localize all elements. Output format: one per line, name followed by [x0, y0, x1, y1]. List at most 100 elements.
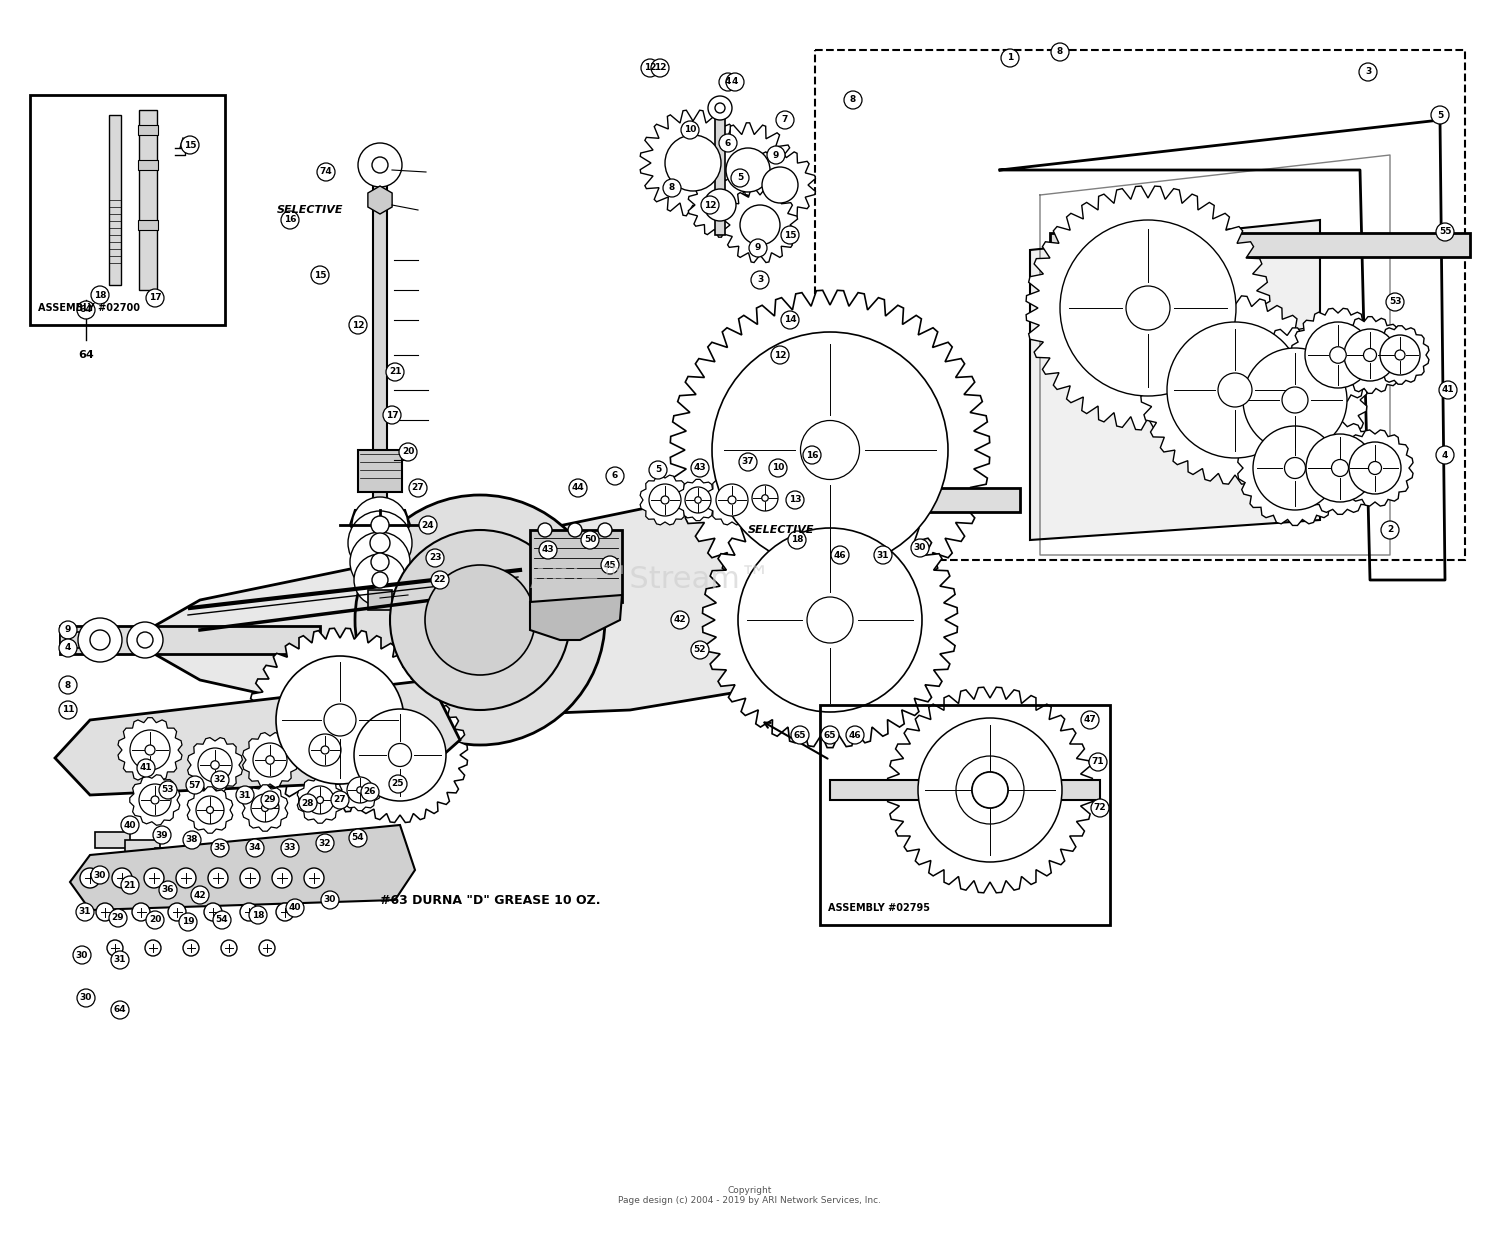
Circle shape: [770, 459, 788, 477]
Circle shape: [670, 611, 688, 629]
Text: 28: 28: [302, 799, 315, 808]
Text: 65: 65: [794, 730, 807, 740]
Circle shape: [130, 730, 170, 769]
Bar: [138, 161, 158, 170]
Text: 27: 27: [411, 483, 424, 493]
Text: 22: 22: [433, 576, 447, 584]
Circle shape: [372, 572, 388, 588]
Circle shape: [146, 289, 164, 308]
Circle shape: [1284, 457, 1305, 478]
Bar: [138, 125, 158, 135]
Text: 14: 14: [783, 315, 796, 325]
Circle shape: [790, 726, 808, 743]
Circle shape: [382, 406, 400, 424]
Circle shape: [74, 946, 92, 965]
Circle shape: [146, 911, 164, 929]
Circle shape: [782, 311, 800, 329]
Polygon shape: [1336, 430, 1413, 506]
Circle shape: [182, 136, 200, 154]
Circle shape: [316, 797, 324, 804]
Polygon shape: [702, 122, 795, 217]
Text: 54: 54: [351, 834, 364, 842]
Text: 47: 47: [1083, 715, 1096, 725]
Text: 38: 38: [186, 836, 198, 845]
Text: 34: 34: [249, 844, 261, 852]
Circle shape: [352, 496, 408, 553]
Circle shape: [190, 885, 208, 904]
Circle shape: [159, 881, 177, 899]
Polygon shape: [1332, 316, 1408, 393]
Bar: [815, 49, 1466, 559]
Polygon shape: [1030, 220, 1320, 540]
Text: 17: 17: [386, 410, 399, 420]
Polygon shape: [188, 737, 243, 793]
Circle shape: [211, 839, 230, 857]
Polygon shape: [300, 725, 350, 776]
Circle shape: [357, 787, 363, 793]
Bar: [821, 705, 1110, 925]
Text: 17: 17: [148, 294, 162, 303]
Circle shape: [370, 534, 390, 553]
Polygon shape: [670, 290, 990, 610]
Text: 72: 72: [1094, 804, 1107, 813]
Circle shape: [776, 111, 794, 128]
Circle shape: [771, 346, 789, 364]
Circle shape: [251, 794, 279, 823]
Text: 15: 15: [314, 270, 327, 279]
Text: 15: 15: [183, 141, 196, 149]
Circle shape: [183, 940, 200, 956]
Circle shape: [261, 790, 279, 809]
Circle shape: [718, 73, 736, 91]
Circle shape: [410, 479, 428, 496]
Polygon shape: [938, 737, 1042, 842]
Circle shape: [111, 951, 129, 969]
Circle shape: [730, 169, 748, 186]
Circle shape: [568, 479, 586, 496]
Circle shape: [801, 420, 859, 479]
Circle shape: [419, 516, 436, 534]
Text: 57: 57: [189, 781, 201, 789]
Circle shape: [424, 564, 536, 676]
Circle shape: [146, 940, 160, 956]
Circle shape: [198, 748, 232, 782]
Polygon shape: [1238, 410, 1352, 525]
Circle shape: [918, 718, 1062, 862]
Circle shape: [144, 868, 164, 888]
Circle shape: [712, 332, 948, 568]
Circle shape: [1436, 224, 1454, 241]
Text: 8: 8: [850, 95, 856, 105]
Polygon shape: [702, 493, 957, 747]
Text: 32: 32: [318, 839, 332, 847]
Circle shape: [280, 839, 298, 857]
Circle shape: [316, 834, 334, 852]
Circle shape: [356, 495, 604, 745]
Text: 19: 19: [182, 918, 195, 926]
Text: 13: 13: [789, 495, 801, 505]
Text: 18: 18: [790, 536, 804, 545]
Circle shape: [211, 771, 230, 789]
Bar: [138, 220, 158, 230]
Polygon shape: [1371, 326, 1430, 384]
Circle shape: [606, 467, 624, 485]
Circle shape: [370, 553, 388, 571]
Text: 54: 54: [216, 915, 228, 925]
Circle shape: [1167, 322, 1304, 458]
Circle shape: [136, 632, 153, 648]
Circle shape: [321, 890, 339, 909]
Circle shape: [662, 496, 669, 504]
Text: 9: 9: [64, 625, 70, 635]
Circle shape: [260, 940, 274, 956]
Bar: [60, 632, 110, 648]
Circle shape: [80, 868, 100, 888]
Circle shape: [96, 903, 114, 921]
Circle shape: [788, 531, 806, 550]
Circle shape: [399, 443, 417, 461]
Polygon shape: [243, 732, 297, 788]
Polygon shape: [243, 784, 288, 831]
Circle shape: [388, 776, 406, 793]
Circle shape: [362, 783, 380, 802]
Text: 64: 64: [114, 1005, 126, 1014]
Circle shape: [136, 760, 154, 777]
Circle shape: [249, 906, 267, 924]
Circle shape: [430, 571, 448, 589]
